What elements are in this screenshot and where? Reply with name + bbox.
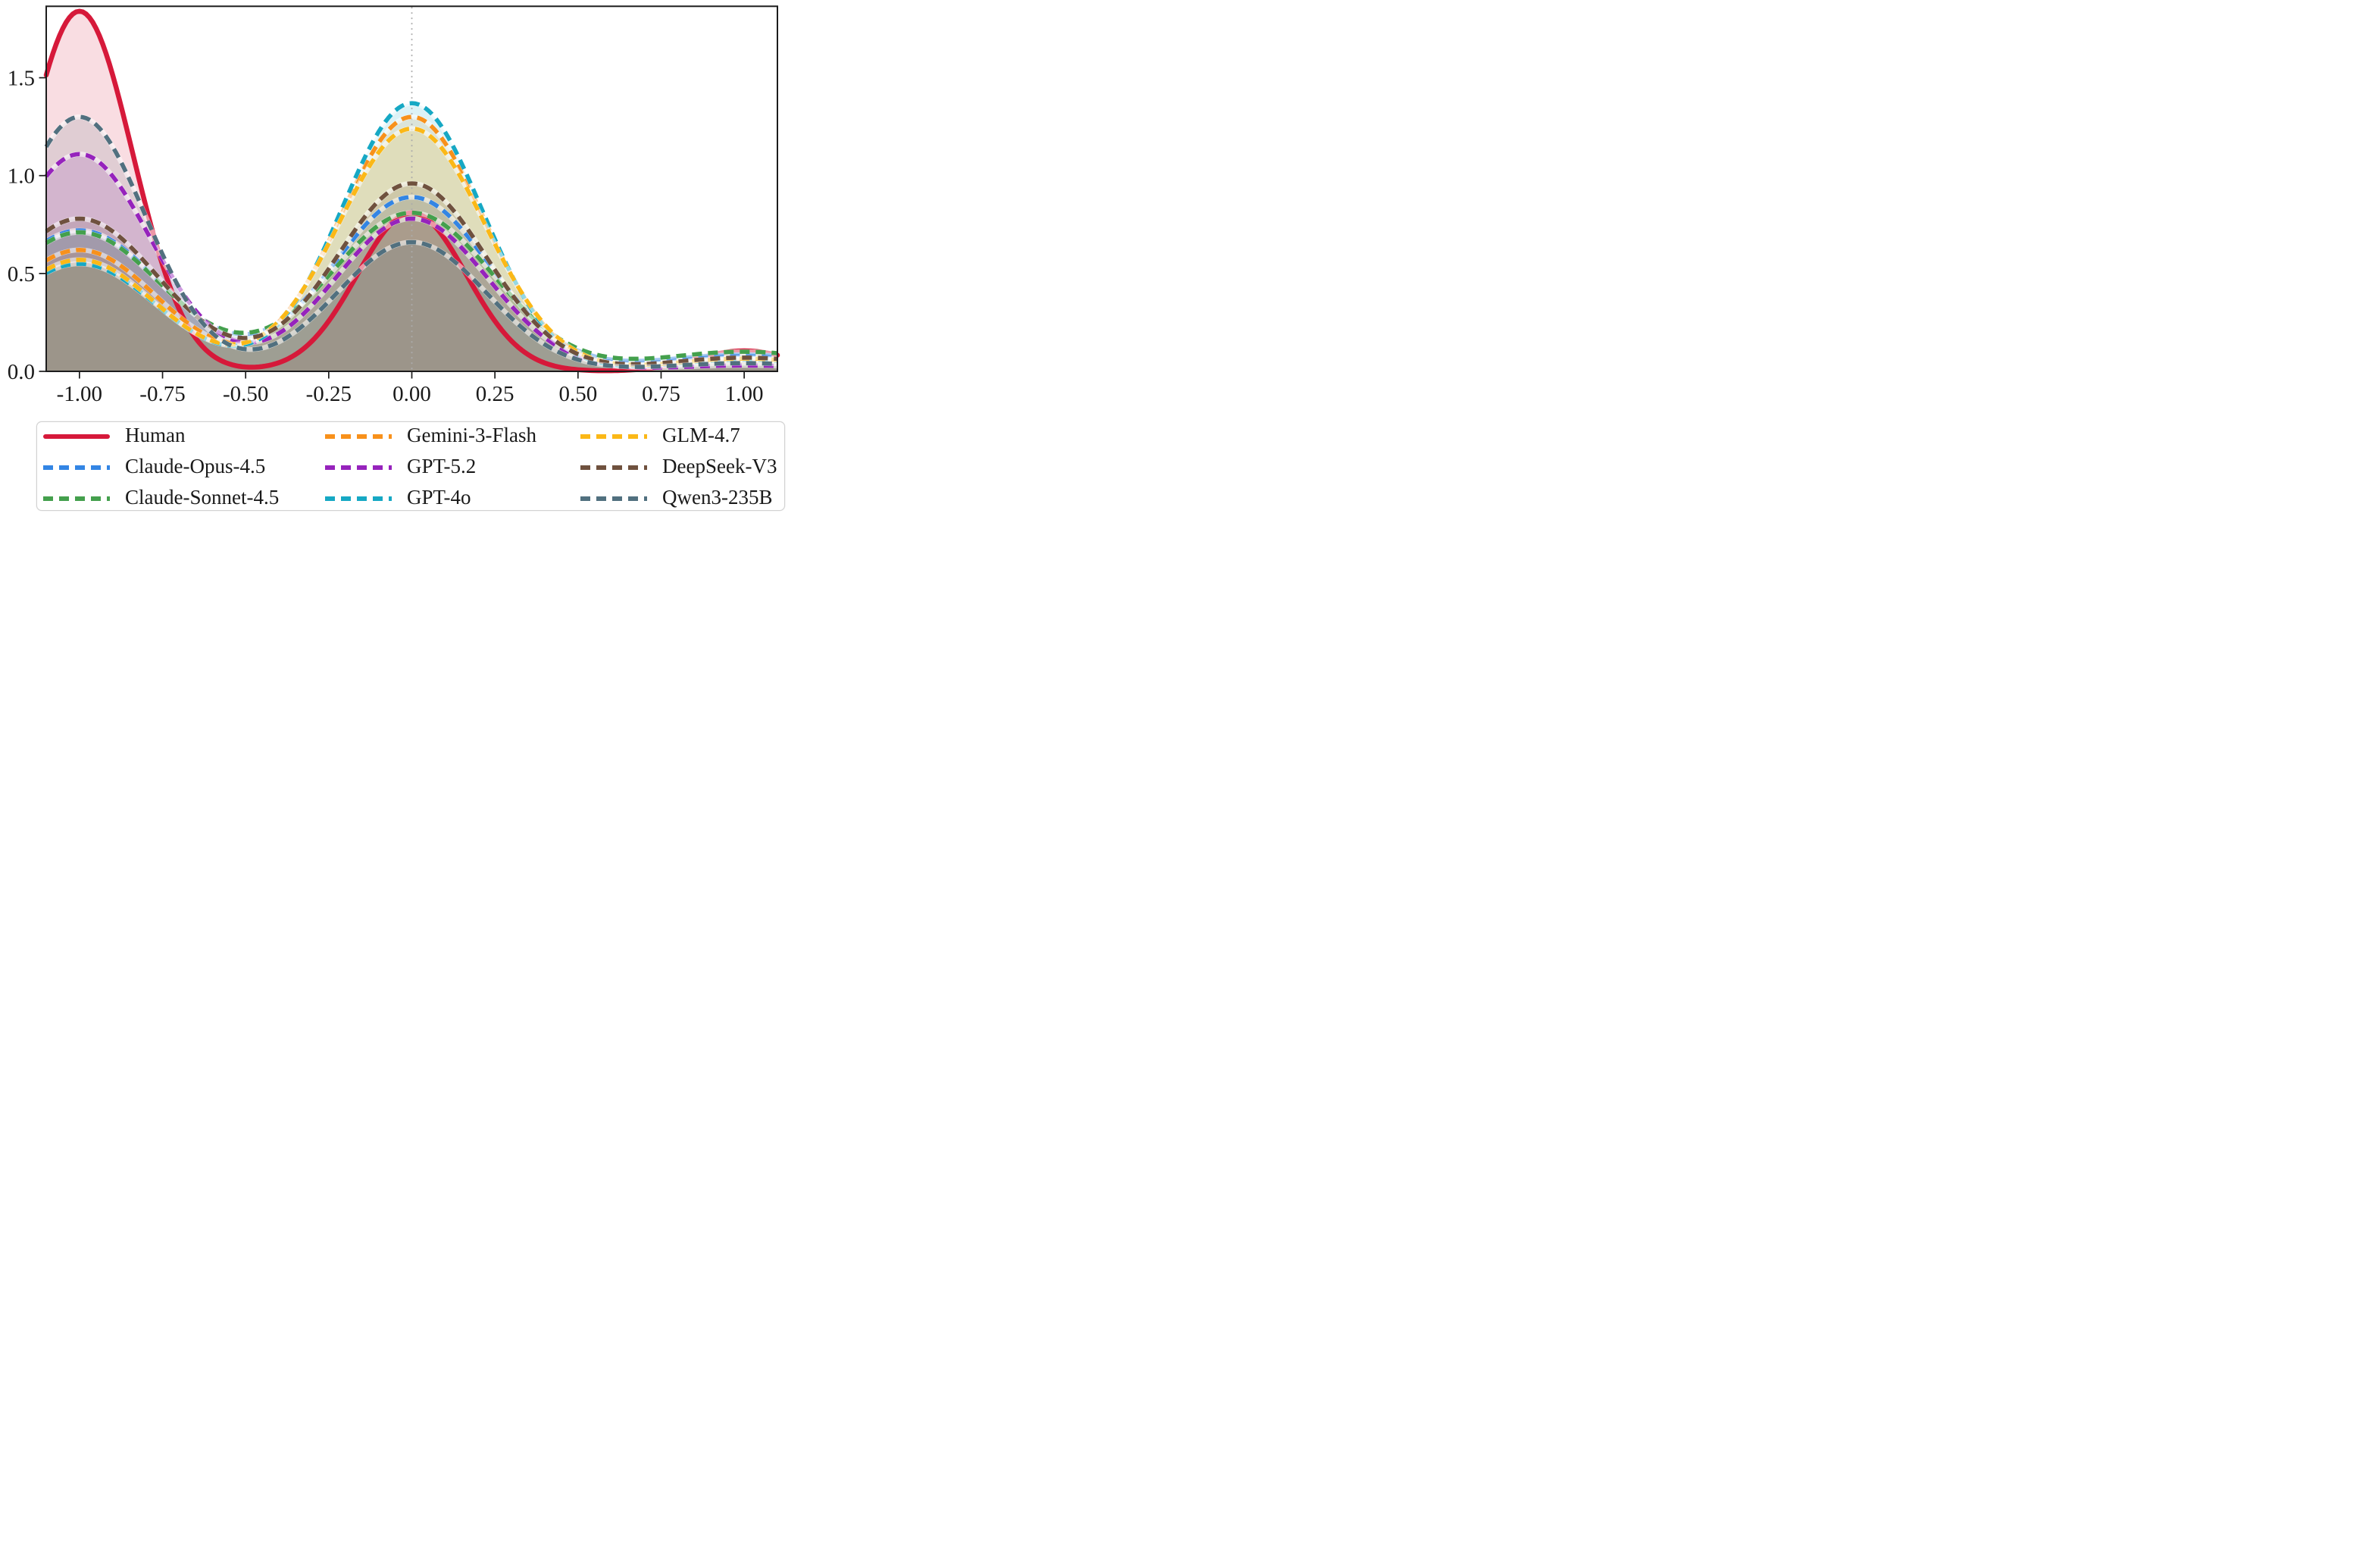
x-tick-label: -0.25 xyxy=(306,382,352,406)
legend-label-claude-sonnet-4-5: Claude-Sonnet-4.5 xyxy=(125,486,280,509)
legend-swatch-gpt-4o xyxy=(325,496,392,501)
legend-item-gpt-5-2: GPT-5.2 xyxy=(325,455,476,480)
legend-label-gemini-3-flash: Gemini-3-Flash xyxy=(407,424,536,446)
x-axis: -1.00 -0.75 -0.50 -0.25 0.00 0.25 0.50 0.75 1.00 xyxy=(57,371,764,406)
legend-swatch-gpt-5-2 xyxy=(325,465,392,470)
density-fill-7 xyxy=(46,183,777,371)
legend-swatch-deepseek-v3 xyxy=(580,465,647,470)
x-tick-label: -1.00 xyxy=(57,382,102,406)
legend-label-gpt-5-2: GPT-5.2 xyxy=(407,455,477,477)
x-tick-label: 0.75 xyxy=(642,382,680,406)
legend-swatch-glm-4-7 xyxy=(580,434,647,439)
x-tick-label: 0.25 xyxy=(476,382,514,406)
density-fill-6 xyxy=(46,128,777,371)
density-fill-5 xyxy=(46,103,777,371)
legend-item-claude-opus-4-5: Claude-Opus-4.5 xyxy=(43,455,265,480)
legend-label-gpt-4o: GPT-4o xyxy=(407,486,471,509)
density-fills xyxy=(46,11,777,372)
legend-item-gemini-3-flash: Gemini-3-Flash xyxy=(325,424,536,449)
legend-item-qwen3-235b: Qwen3-235B xyxy=(580,487,772,511)
legend-label-claude-opus-4-5: Claude-Opus-4.5 xyxy=(125,455,266,477)
legend-item-claude-sonnet-4-5: Claude-Sonnet-4.5 xyxy=(43,487,279,511)
legend-swatch-qwen3-235b xyxy=(580,496,647,501)
x-tick-label: 0.50 xyxy=(558,382,597,406)
y-tick-label: 0.0 xyxy=(8,360,35,384)
x-tick-label: 1.00 xyxy=(725,382,764,406)
y-tick-label: 1.5 xyxy=(8,67,35,91)
legend-item-gpt-4o: GPT-4o xyxy=(325,487,471,511)
legend-item-deepseek-v3: DeepSeek-V3 xyxy=(580,455,777,480)
legend-item-human: Human xyxy=(43,424,185,449)
x-tick-label: -0.75 xyxy=(139,382,185,406)
x-tick-label: 0.00 xyxy=(392,382,431,406)
curve-7 xyxy=(45,181,778,367)
legend-label-human: Human xyxy=(125,424,186,446)
density-curves xyxy=(43,8,780,374)
legend-label-glm-4-7: GLM-4.7 xyxy=(662,424,740,446)
kde-figure: -1.00 -0.75 -0.50 -0.25 0.00 0.25 0.50 0.75 1.00… xyxy=(0,0,793,521)
y-tick-label: 0.5 xyxy=(8,262,35,286)
legend: Human Claude-Opus-4.5 Claude-Sonnet-4.5 … xyxy=(36,421,785,511)
legend-item-glm-4-7: GLM-4.7 xyxy=(580,424,740,449)
kde-plot: -1.00 -0.75 -0.50 -0.25 0.00 0.25 0.50 0.75 1.00… xyxy=(8,5,780,406)
legend-label-qwen3-235b: Qwen3-235B xyxy=(662,486,773,509)
curve-8 xyxy=(44,114,778,369)
legend-swatch-claude-opus-4-5 xyxy=(43,465,110,470)
x-tick-label: -0.50 xyxy=(223,382,268,406)
legend-swatch-human xyxy=(43,434,110,440)
legend-swatch-claude-sonnet-4-5 xyxy=(43,496,110,501)
legend-label-deepseek-v3: DeepSeek-V3 xyxy=(662,455,777,477)
y-tick-label: 1.0 xyxy=(8,164,35,189)
legend-swatch-gemini-3-flash xyxy=(325,434,392,439)
y-axis: 0.0 0.5 1.0 1.5 xyxy=(8,67,46,384)
